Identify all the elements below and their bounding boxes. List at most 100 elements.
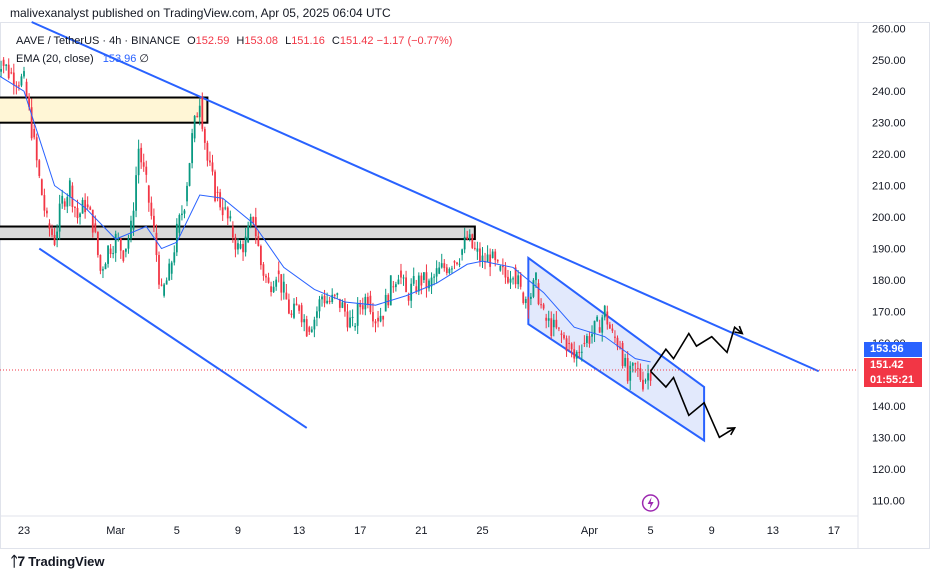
candle-body (323, 295, 326, 304)
candle-body (468, 234, 471, 240)
candle-body (512, 278, 514, 280)
candle-body (389, 275, 392, 306)
candle-body (53, 234, 56, 245)
candle-body (109, 248, 112, 255)
candle-body (558, 327, 560, 329)
candle-body (570, 343, 573, 350)
candle-body (163, 284, 165, 296)
candle-body (28, 96, 30, 108)
candle-body (267, 277, 270, 283)
candle-body (410, 283, 413, 301)
candle-body (275, 279, 278, 287)
candle-body (244, 236, 247, 253)
candle-body (519, 275, 522, 287)
candle-body (451, 268, 453, 270)
candle-body (321, 296, 323, 300)
x-tick-label: 9 (235, 525, 241, 537)
x-tick-label: 17 (354, 525, 366, 537)
candle-body (524, 299, 527, 303)
candle-body (374, 321, 377, 324)
y-tick-label: 220.00 (872, 149, 906, 161)
candle-body (252, 216, 255, 223)
candle-body (209, 160, 211, 163)
candle-body (114, 233, 117, 254)
candle-body (616, 337, 619, 347)
candle-body (168, 263, 171, 281)
candle-body (586, 336, 588, 343)
candle-body (310, 329, 313, 332)
candle-body (578, 351, 581, 353)
chart-border (0, 22, 930, 549)
candle-body (540, 304, 542, 306)
x-tick-label: 25 (476, 525, 488, 537)
candle-body (644, 380, 647, 382)
candle-body (132, 210, 135, 230)
candle-body (397, 279, 400, 285)
candle-body (639, 368, 642, 380)
candle-body (428, 280, 430, 289)
x-tick-label: Apr (581, 525, 598, 537)
candle-body (425, 272, 428, 289)
y-tick-label: 140.00 (872, 401, 906, 413)
candle-body (433, 276, 435, 278)
candle-body (565, 338, 568, 351)
candle-body (142, 162, 145, 167)
candle-body (46, 210, 48, 214)
candle-body (188, 163, 191, 186)
candle-body (555, 319, 558, 328)
candle-body (384, 294, 387, 312)
brand-name: TradingView (28, 553, 105, 569)
candle-body (33, 128, 36, 138)
candle-body (122, 250, 125, 261)
candle-body (448, 268, 451, 274)
candle-body (196, 115, 199, 118)
candle-body (624, 357, 627, 366)
candle-body (501, 266, 504, 268)
candle-body (145, 166, 148, 175)
candle-body (377, 317, 379, 322)
candle-body (364, 296, 367, 310)
candle-body (221, 207, 224, 216)
candle-body (593, 320, 596, 335)
x-tick-label: 21 (415, 525, 427, 537)
candle-body (201, 97, 204, 129)
candle-body (71, 185, 74, 207)
candle-body (514, 267, 517, 285)
candle-body (305, 319, 308, 337)
candle-body (214, 171, 216, 202)
candle-body (51, 228, 53, 235)
candle-body (338, 298, 341, 308)
candle-body (417, 275, 420, 292)
candle-body (481, 255, 484, 262)
candle-body (270, 286, 272, 293)
candle-body (112, 253, 115, 255)
x-tick-label: 13 (767, 525, 779, 537)
projection-down-arrow (650, 370, 736, 439)
candle-body (290, 313, 293, 315)
candle-body (91, 209, 94, 233)
candle-body (588, 336, 591, 344)
ema-legend[interactable]: EMA (20, close) 153.96 ∅ (16, 52, 149, 65)
candle-body (333, 294, 336, 296)
ema-label: EMA (20, close) (16, 53, 94, 65)
candle-body (415, 286, 418, 292)
candle-body (226, 207, 229, 219)
candle-body (153, 215, 155, 228)
footer-brand[interactable]: ᛏ7 TradingView (10, 553, 105, 569)
candle-body (466, 236, 469, 240)
candle-body (282, 281, 285, 293)
candle-body (458, 263, 461, 265)
symbol-name[interactable]: AAVE / TetherUS · 4h · BINANCE (16, 35, 181, 47)
candle-body (647, 373, 649, 381)
candle-body (224, 207, 227, 209)
close-label: C (331, 35, 340, 47)
candle-body (346, 311, 349, 328)
high-label: H (236, 35, 245, 47)
candle-body (382, 315, 385, 320)
candle-body (160, 284, 163, 286)
candle-body (285, 292, 288, 300)
candle-body (23, 71, 25, 77)
candle-body (206, 142, 209, 161)
bar-countdown: 01:55:21 (870, 374, 915, 386)
